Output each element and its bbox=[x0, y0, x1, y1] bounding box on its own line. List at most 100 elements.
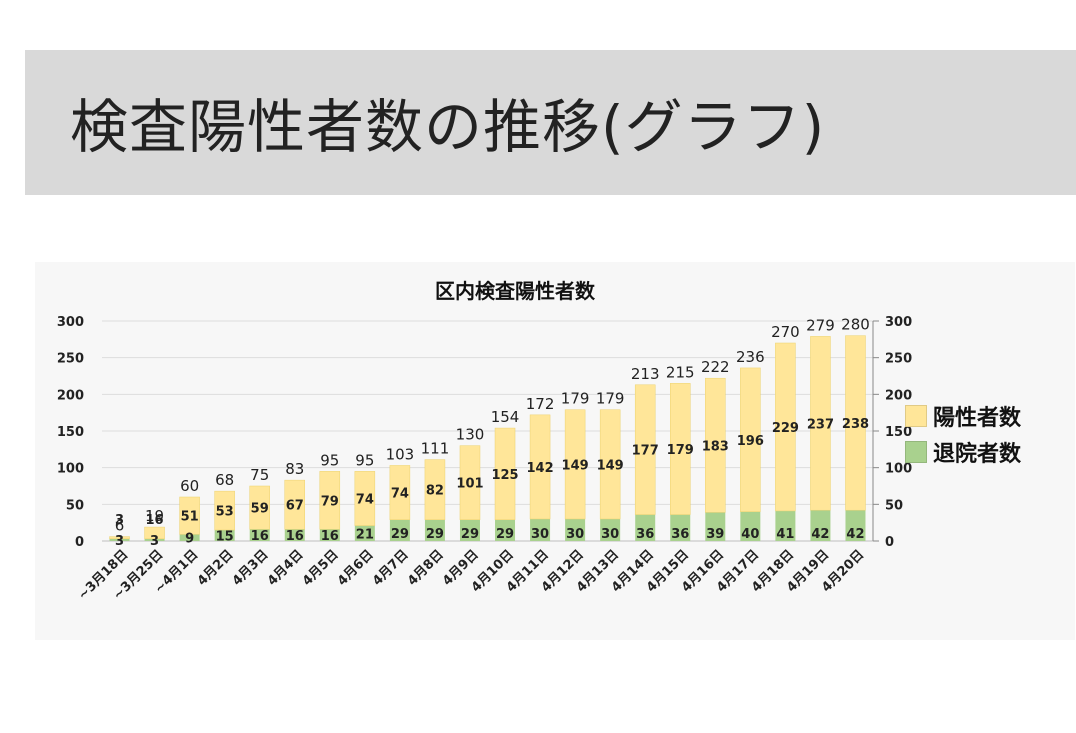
positive-value-label: 125 bbox=[491, 468, 518, 483]
total-label: 236 bbox=[736, 348, 765, 366]
total-label: 179 bbox=[561, 390, 590, 408]
y-tick-label-left: 100 bbox=[57, 462, 84, 477]
discharged-value-label: 30 bbox=[601, 527, 619, 542]
positive-value-label: 101 bbox=[456, 477, 483, 492]
total-label: 222 bbox=[701, 358, 730, 376]
bar-discharged bbox=[214, 530, 235, 541]
discharged-value-label: 30 bbox=[566, 527, 584, 542]
title-band: 検査陽性者数の推移(グラフ) bbox=[25, 50, 1076, 195]
positive-value-label: 67 bbox=[286, 499, 304, 514]
discharged-value-label: 36 bbox=[671, 527, 689, 542]
y-tick-label-left: 200 bbox=[57, 388, 84, 403]
bar-positive bbox=[109, 536, 130, 540]
total-label: 280 bbox=[841, 316, 870, 334]
bar-positive bbox=[529, 414, 551, 520]
discharged-value-label: 39 bbox=[706, 527, 724, 542]
discharged-value-label: 3 bbox=[150, 534, 159, 549]
bar-discharged bbox=[424, 519, 445, 541]
bar-positive bbox=[459, 445, 481, 520]
positive-value-label: 183 bbox=[702, 439, 729, 454]
bar-discharged bbox=[109, 538, 130, 541]
discharged-value-label: 42 bbox=[811, 527, 829, 542]
total-label: 68 bbox=[215, 471, 234, 489]
y-tick-label-right: 0 bbox=[885, 535, 894, 550]
bar-discharged bbox=[705, 512, 726, 541]
bar-positive bbox=[740, 367, 761, 512]
discharged-value-label: 42 bbox=[846, 527, 864, 542]
bar-positive bbox=[284, 479, 305, 530]
bar-positive bbox=[845, 335, 866, 511]
positive-value-label: 237 bbox=[807, 417, 834, 432]
bar-discharged bbox=[249, 529, 270, 541]
positive-value-label: 51 bbox=[181, 510, 199, 525]
total-label: 130 bbox=[456, 426, 485, 444]
positive-value-label: 53 bbox=[216, 505, 234, 520]
y-tick-label-right: 250 bbox=[885, 352, 912, 367]
total-label: 213 bbox=[631, 365, 660, 383]
total-label: 75 bbox=[250, 466, 269, 484]
chart-area: 0 0 50 50 100 100 150 150 200 200 250 250 300 300 6 3 3 ~… bbox=[35, 262, 1075, 640]
total-label: 103 bbox=[386, 445, 415, 463]
y-tick-label-right: 100 bbox=[885, 462, 912, 477]
y-tick-label-left: 300 bbox=[57, 315, 84, 330]
positive-value-label: 142 bbox=[526, 461, 553, 476]
bar-discharged bbox=[530, 519, 551, 541]
total-label: 83 bbox=[285, 460, 304, 478]
positive-value-label: 229 bbox=[772, 421, 799, 436]
discharged-value-label: 16 bbox=[286, 529, 304, 544]
positive-value-label: 74 bbox=[391, 487, 409, 502]
y-tick-label-left: 250 bbox=[57, 352, 84, 367]
legend-swatch-discharged bbox=[905, 441, 927, 463]
bar-positive bbox=[705, 377, 726, 513]
discharged-value-label: 29 bbox=[426, 527, 444, 542]
bar-discharged bbox=[635, 514, 656, 541]
x-category-label: 4月8日 bbox=[405, 547, 447, 589]
positive-value-label: 79 bbox=[321, 494, 339, 509]
positive-value-label: 74 bbox=[356, 492, 374, 507]
chart-legend: 陽性者数 退院者数 bbox=[905, 398, 1021, 470]
total-label: 215 bbox=[666, 363, 695, 381]
legend-label-discharged: 退院者数 bbox=[933, 442, 1022, 467]
x-category-label: 4月5日 bbox=[300, 547, 342, 589]
bar-positive bbox=[214, 490, 235, 531]
total-label: 154 bbox=[491, 408, 520, 426]
bar-positive bbox=[564, 409, 586, 520]
discharged-value-label: 15 bbox=[216, 530, 234, 545]
bar-discharged bbox=[565, 519, 586, 541]
bar-discharged bbox=[179, 534, 200, 541]
discharged-value-label: 40 bbox=[741, 527, 759, 542]
bar-positive bbox=[494, 427, 516, 520]
total-label: 172 bbox=[526, 395, 555, 413]
bar-positive bbox=[179, 496, 200, 535]
x-category-label: 4月2日 bbox=[195, 547, 237, 589]
discharged-value-label: 29 bbox=[496, 527, 514, 542]
bar-discharged bbox=[459, 519, 480, 541]
legend-item-positive: 陽性者数 bbox=[905, 398, 1021, 434]
bar-positive bbox=[354, 471, 376, 526]
bar-positive bbox=[775, 342, 796, 512]
bar-positive bbox=[810, 336, 831, 511]
bar-discharged bbox=[600, 519, 621, 541]
y-tick-label-right: 150 bbox=[885, 425, 912, 440]
total-label: 19 bbox=[145, 507, 164, 525]
bar-discharged bbox=[775, 510, 796, 541]
total-label: 279 bbox=[806, 316, 835, 334]
x-category-label: 4月3日 bbox=[230, 547, 272, 589]
total-label: 60 bbox=[180, 477, 199, 495]
chart-title: 区内検査陽性者数 bbox=[435, 279, 595, 303]
bar-positive bbox=[389, 465, 411, 520]
bar-discharged bbox=[670, 514, 691, 541]
discharged-value-label: 41 bbox=[776, 527, 794, 542]
bar-positive bbox=[634, 384, 656, 515]
positive-value-label: 149 bbox=[597, 458, 624, 473]
positive-value-label: 196 bbox=[737, 434, 764, 449]
total-label: 111 bbox=[421, 440, 450, 458]
x-category-label: 4月6日 bbox=[335, 547, 377, 589]
discharged-value-label: 29 bbox=[391, 527, 409, 542]
bar-discharged bbox=[389, 519, 410, 541]
total-label: 6 bbox=[115, 517, 125, 535]
bar-discharged bbox=[144, 538, 165, 541]
bar-discharged bbox=[810, 510, 831, 541]
positive-value-label: 59 bbox=[251, 502, 269, 517]
legend-swatch-positive bbox=[905, 405, 927, 427]
